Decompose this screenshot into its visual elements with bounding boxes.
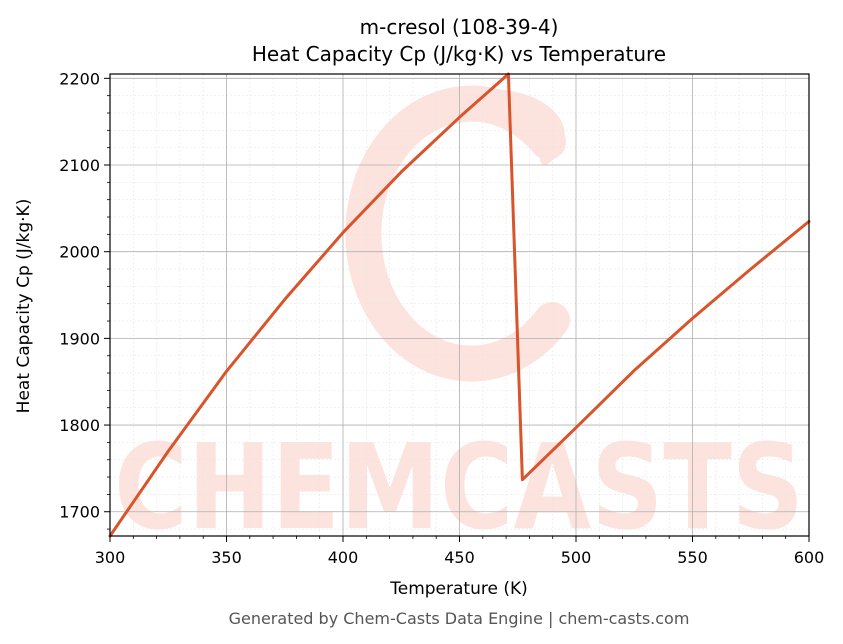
y-tick-label: 1900 bbox=[59, 329, 100, 348]
x-tick-label: 600 bbox=[794, 548, 825, 567]
axis-ticks: 300 350 400 450 500 550 600 1700 1800 1900 2000 210… bbox=[59, 69, 824, 567]
x-axis-label: Temperature (K) bbox=[389, 579, 528, 599]
series-line bbox=[108, 72, 811, 538]
chart-title: m-cresol (108-39-4) bbox=[360, 15, 559, 39]
y-axis-label: Heat Capacity Cp (J/kg·K) bbox=[14, 199, 34, 414]
footer-credit: Generated by Chem-Casts Data Engine | ch… bbox=[229, 609, 690, 628]
x-tick-label: 300 bbox=[95, 548, 126, 567]
y-tick-label: 2100 bbox=[59, 156, 100, 175]
chart-subtitle: Heat Capacity Cp (J/kg·K) vs Temperature bbox=[252, 42, 666, 66]
y-tick-label: 1700 bbox=[59, 503, 100, 522]
x-tick-label: 550 bbox=[677, 548, 708, 567]
chemcasts-watermark: CHEMCASTS bbox=[114, 85, 804, 556]
x-tick-label: 450 bbox=[444, 548, 475, 567]
watermark-text: CHEMCASTS bbox=[114, 418, 804, 556]
y-tick-label: 2000 bbox=[59, 243, 100, 262]
watermark-logo bbox=[345, 85, 570, 382]
x-tick-label: 400 bbox=[328, 548, 359, 567]
x-tick-label: 350 bbox=[211, 548, 242, 567]
series-layer bbox=[108, 72, 811, 538]
y-tick-label: 1800 bbox=[59, 416, 100, 435]
x-tick-label: 500 bbox=[561, 548, 592, 567]
y-tick-label: 2200 bbox=[59, 69, 100, 88]
